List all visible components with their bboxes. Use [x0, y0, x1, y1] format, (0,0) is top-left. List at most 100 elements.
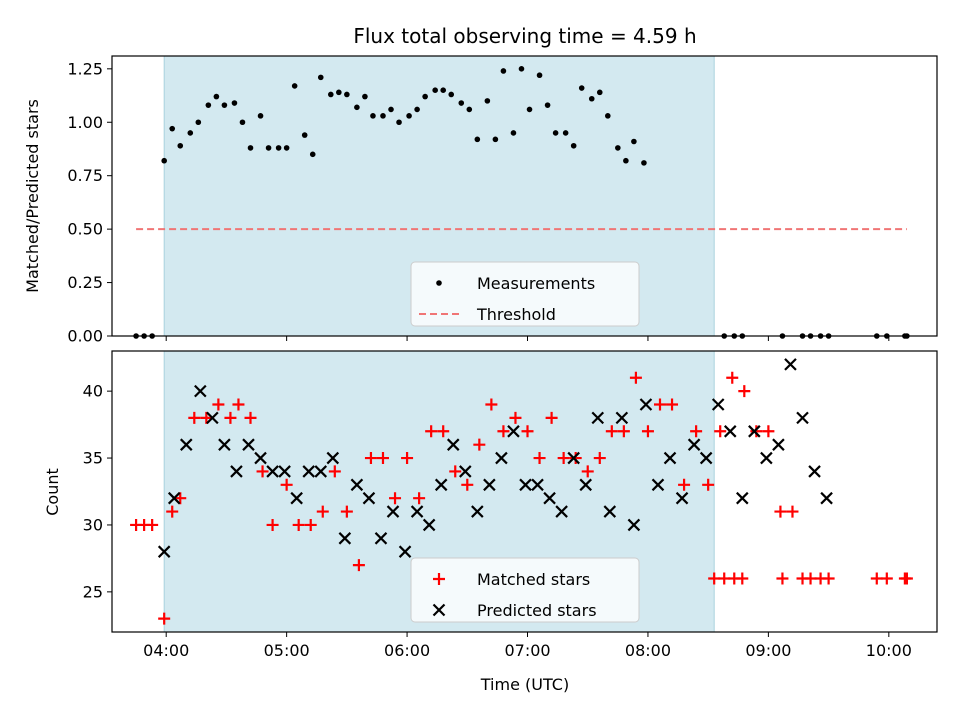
measurement-point	[317, 74, 324, 81]
predicted-star-point	[796, 411, 809, 425]
matched-star-point	[641, 425, 654, 438]
measurement-point	[440, 87, 447, 93]
measurement-point	[362, 93, 368, 100]
measurement-point	[275, 145, 282, 151]
measurement-point	[510, 130, 517, 136]
measurement-point	[247, 145, 254, 151]
measurement-point	[615, 145, 621, 151]
legend-measurement-swatch	[436, 280, 442, 286]
measurement-point	[458, 100, 465, 106]
matched-star-point	[188, 411, 201, 424]
predicted-star-point	[579, 478, 593, 492]
predicted-star-point	[687, 438, 701, 451]
measurement-point	[205, 102, 212, 108]
predicted-star-point	[723, 425, 737, 438]
measurement-point	[605, 113, 611, 119]
predicted-star-point	[495, 451, 508, 465]
matched-star-point	[280, 478, 293, 491]
matched-star-point	[750, 425, 763, 438]
matched-star-point	[437, 425, 450, 438]
predicted-star-point	[760, 451, 773, 465]
matched-star-point	[690, 425, 703, 438]
predicted-star-point	[386, 505, 400, 518]
y-tick-label: 40	[83, 382, 103, 401]
measurement-point	[578, 85, 585, 91]
matched-star-point	[545, 411, 558, 424]
matched-star-point	[292, 518, 305, 531]
predicted-star-point	[179, 438, 193, 451]
measurement-point	[570, 142, 577, 149]
measurement-point	[177, 142, 184, 149]
matched-star-point	[581, 465, 594, 478]
predicted-star-point	[350, 478, 364, 492]
matched-star-point	[714, 425, 727, 438]
axes-frame	[111, 55, 938, 337]
measurement-point	[536, 72, 543, 79]
measurement-point	[231, 100, 238, 106]
matched-star-point	[166, 505, 179, 518]
matched-star-point	[569, 452, 582, 465]
x-tick-label: 07:00	[504, 641, 550, 660]
measurement-point	[161, 157, 167, 164]
predicted-star-point	[230, 465, 243, 478]
top-axes: 0.00 0.25 0.50 0.75 1.00 1.25 Measurements Thre…	[67, 55, 938, 346]
x-tick-label: 06:00	[384, 641, 430, 660]
predicted-star-point	[290, 491, 303, 505]
y-tick-label: 0.50	[67, 220, 103, 239]
matched-star-point	[224, 411, 237, 424]
matched-star-point	[653, 398, 666, 411]
y-tick-label: 35	[83, 449, 103, 468]
legend-box	[410, 261, 640, 327]
matched-star-point	[605, 425, 618, 438]
predicted-star-point	[639, 398, 653, 411]
predicted-star-point	[167, 491, 181, 505]
series-predicted-stars	[157, 358, 833, 558]
predicted-star-point	[784, 358, 797, 371]
predicted-star-point	[434, 478, 448, 492]
predicted-star-point	[242, 438, 255, 451]
x-tick-label: 04:00	[143, 641, 189, 660]
series-matched-stars	[130, 371, 913, 625]
matched-star-point	[880, 572, 893, 585]
measurement-point	[562, 130, 569, 136]
matched-star-point	[449, 465, 462, 478]
measurement-point	[414, 106, 420, 113]
y-tick-label: 0.25	[67, 273, 103, 292]
matched-star-point	[461, 478, 474, 491]
measurement-point	[492, 136, 499, 143]
measurement-point	[588, 95, 595, 102]
predicted-star-point	[483, 478, 496, 492]
axes-frame	[111, 350, 938, 633]
y-tick-label: 25	[83, 582, 103, 601]
predicted-star-point	[748, 425, 761, 438]
measurement-point	[187, 130, 194, 136]
matched-star-point	[244, 411, 257, 424]
predicted-star-point	[699, 451, 713, 465]
legend-label: Matched stars	[477, 570, 590, 589]
predicted-star-point	[422, 518, 436, 532]
matched-star-point	[316, 505, 329, 518]
legend: Measurements Threshold	[410, 261, 640, 327]
matched-star-point	[256, 465, 269, 478]
measurement-point	[432, 87, 438, 93]
predicted-star-point	[374, 532, 388, 545]
matched-star-point	[726, 371, 739, 384]
measurement-point	[283, 145, 290, 151]
matched-star-point	[762, 425, 775, 438]
matched-star-point	[533, 452, 546, 465]
matched-star-point	[738, 385, 751, 398]
measurement-point	[641, 160, 647, 166]
x-axis-label: Time (UTC)	[480, 675, 569, 694]
measurement-point	[265, 145, 272, 151]
matched-star-point	[521, 425, 534, 438]
matched-star-point	[328, 465, 341, 478]
measurement-point	[552, 130, 559, 136]
predicted-star-point	[459, 465, 472, 478]
matched-star-point	[736, 572, 749, 585]
predicted-star-point	[157, 545, 171, 558]
predicted-star-point	[206, 411, 219, 425]
matched-star-point	[678, 478, 691, 491]
matched-star-point	[425, 425, 438, 438]
predicted-star-point	[808, 465, 821, 478]
matched-star-point	[509, 411, 522, 424]
